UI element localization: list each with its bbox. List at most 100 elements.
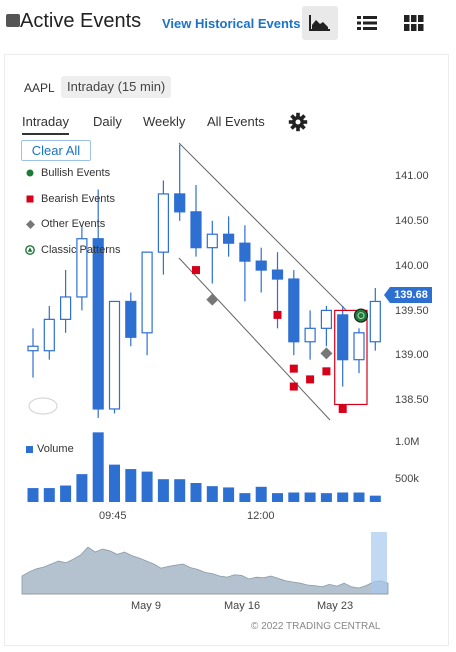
- volume-legend: Volume: [26, 443, 74, 455]
- volume-bar: [60, 485, 72, 502]
- candle-body-up: [304, 327, 316, 343]
- candle-body-up: [27, 345, 39, 352]
- volume-bar: [92, 432, 104, 502]
- volume-bar: [288, 492, 300, 502]
- volume-bar: [125, 469, 137, 502]
- tab-intraday[interactable]: Intraday: [22, 114, 69, 135]
- bearish-event-marker: [306, 375, 315, 384]
- volume-bar: [320, 493, 332, 502]
- overview-range-selector: [371, 532, 387, 594]
- price-axis-label: 141.00: [395, 170, 429, 182]
- time-axis-label: 12:00: [247, 510, 275, 522]
- green-triangle-circle-icon: [25, 245, 35, 255]
- legend-bearish-events[interactable]: Bearish Events: [25, 193, 115, 205]
- legend-label: Other Events: [41, 218, 106, 230]
- tab-daily[interactable]: Daily: [93, 114, 122, 129]
- interval-badge[interactable]: Intraday (15 min): [61, 76, 172, 98]
- view-historical-events-link[interactable]: View Historical Events: [162, 16, 301, 31]
- volume-bar: [27, 488, 39, 502]
- legend-classic-patterns[interactable]: Classic Patterns: [25, 244, 120, 256]
- candle-body-up: [206, 233, 218, 249]
- classic-pattern-marker-inner: [357, 312, 365, 320]
- volume-bar: [174, 479, 186, 502]
- page-title: Active Events: [20, 10, 142, 32]
- gray-diamond-icon: [25, 219, 35, 229]
- price-axis-label: 138.50: [395, 394, 429, 406]
- volume-bar: [206, 486, 218, 502]
- pattern-highlight-box: [334, 309, 368, 406]
- candle-body-up: [141, 251, 153, 334]
- price-axis-label: 140.00: [395, 260, 429, 272]
- volume-bar: [239, 493, 251, 502]
- volume-bar: [272, 493, 283, 502]
- green-circle-icon: [25, 169, 35, 177]
- legend-label: Bullish Events: [41, 167, 111, 179]
- channel-lower-line: [178, 257, 331, 421]
- volume-bar: [353, 492, 365, 502]
- price-axis-label: 139.00: [395, 349, 429, 361]
- volume-bar: [223, 487, 235, 502]
- candle-body-down: [223, 233, 235, 244]
- gear-icon[interactable]: [288, 112, 308, 132]
- candle-body-up: [369, 300, 381, 343]
- area-chart-icon: [309, 15, 330, 31]
- legend-other-events[interactable]: Other Events: [25, 218, 105, 230]
- other-event-marker: [320, 347, 333, 360]
- price-axis-label: 140.50: [395, 215, 429, 227]
- candle-body-up: [76, 238, 88, 298]
- candle-body-up: [108, 300, 121, 410]
- volume-axis-label: 1.0M: [395, 436, 420, 448]
- volume-axis-label: 500k: [395, 473, 419, 485]
- candle-body-down: [125, 300, 137, 338]
- bearish-event-marker: [289, 364, 298, 373]
- volume-bar: [109, 464, 120, 502]
- candle-body-down: [239, 242, 251, 262]
- list-icon: [357, 16, 377, 30]
- watermark-logo: [28, 397, 58, 415]
- overview-area: [21, 546, 389, 595]
- volume-bar: [369, 495, 381, 502]
- chart-view-button[interactable]: [302, 6, 338, 40]
- candle-body-down: [337, 314, 349, 361]
- candle-body-up: [43, 318, 55, 352]
- overview-axis-label: May 16: [224, 600, 261, 612]
- tab-weekly[interactable]: Weekly: [143, 114, 186, 129]
- volume-bar: [190, 483, 202, 502]
- bearish-event-marker: [289, 382, 298, 391]
- list-view-button[interactable]: [349, 6, 385, 40]
- title-marker-icon: [6, 14, 20, 27]
- overview-axis-label: May 9: [131, 600, 161, 612]
- candle-body-down: [255, 260, 267, 271]
- tab-all-events[interactable]: All Events: [207, 114, 265, 129]
- candle-body-up: [353, 332, 365, 361]
- blue-square-icon: [26, 445, 33, 453]
- copyright-text: © 2022 TRADING CENTRAL: [251, 621, 381, 632]
- time-axis-label: 09:45: [99, 510, 127, 522]
- legend-label: Bearish Events: [41, 193, 115, 205]
- legend-bullish-events[interactable]: Bullish Events: [25, 167, 110, 179]
- grid-icon: [404, 15, 424, 31]
- bearish-event-marker: [192, 266, 200, 275]
- overview-axis-label: May 23: [317, 600, 354, 612]
- candle-body-up: [157, 193, 169, 253]
- volume-bar: [337, 492, 349, 502]
- candle-body-up: [320, 309, 332, 329]
- legend-label: Classic Patterns: [41, 244, 121, 256]
- other-event-marker: [206, 293, 219, 306]
- candle-body-up: [59, 296, 72, 320]
- bearish-event-marker: [338, 404, 347, 413]
- volume-bar: [43, 488, 55, 502]
- bearish-event-marker: [273, 310, 282, 319]
- volume-bar: [255, 486, 267, 502]
- channel-upper-line: [178, 142, 347, 311]
- grid-view-button[interactable]: [396, 6, 432, 40]
- red-square-icon: [25, 195, 35, 203]
- volume-bar: [141, 471, 153, 502]
- volume-bar: [76, 474, 88, 502]
- symbol-label: AAPL: [24, 81, 55, 95]
- clear-all-button[interactable]: Clear All: [21, 140, 91, 161]
- candle-body-down: [288, 278, 300, 343]
- bearish-event-marker: [322, 367, 331, 376]
- volume-bar: [304, 492, 316, 502]
